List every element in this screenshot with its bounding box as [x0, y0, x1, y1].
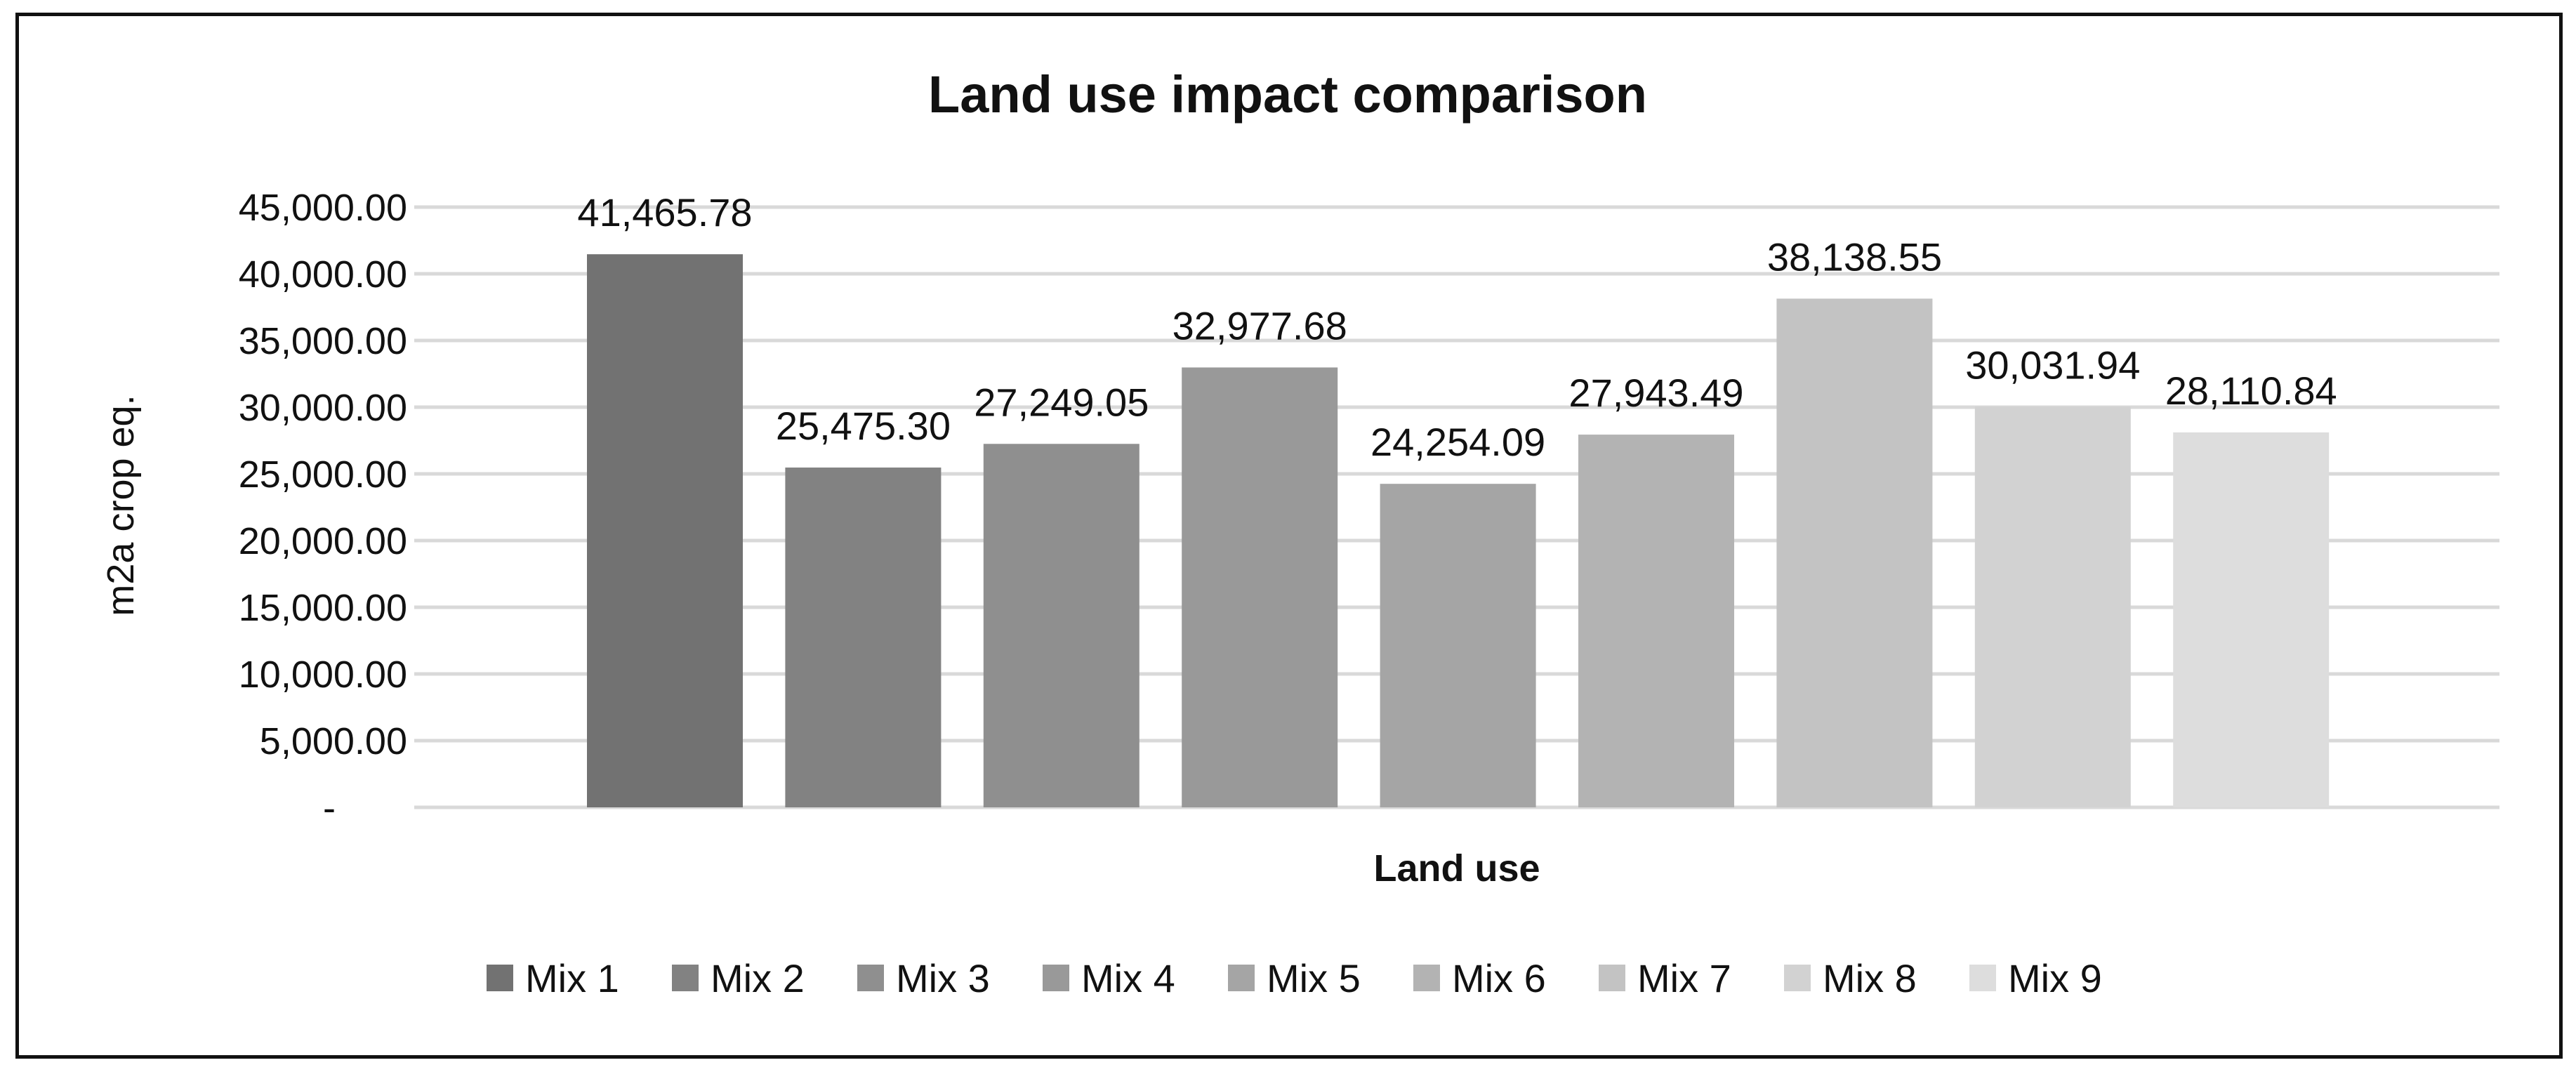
y-tick-label: 20,000.00: [239, 520, 407, 562]
y-tick-label: 10,000.00: [239, 654, 407, 696]
bar-mix-7: [1776, 298, 1933, 807]
data-label: 38,138.55: [1767, 234, 1942, 279]
bar-mix-5: [1380, 484, 1536, 807]
y-tick-label: 40,000.00: [239, 253, 407, 296]
x-axis-label: Land use: [1373, 847, 1540, 889]
data-label: 24,254.09: [1370, 420, 1545, 464]
legend: Mix 1 Mix 2 Mix 3 Mix 4 Mix 5 Mix 6 Mix 7 Mix 8…: [487, 956, 2102, 1000]
legend-item: Mix 1: [487, 956, 619, 1000]
bar-mix-8: [1974, 406, 2131, 807]
y-tick-label: 25,000.00: [239, 454, 407, 496]
legend-item: Mix 5: [1228, 956, 1361, 1000]
legend-swatch: [857, 965, 884, 991]
bar-mix-6: [1578, 435, 1734, 807]
legend-label: Mix 3: [896, 956, 990, 1000]
y-tick-label: 15,000.00: [239, 587, 407, 629]
data-label: 30,031.94: [1965, 343, 2140, 387]
legend-label: Mix 2: [711, 956, 805, 1000]
legend-label: Mix 1: [525, 956, 619, 1000]
data-label: 25,475.30: [776, 404, 951, 448]
legend-item: Mix 9: [1969, 956, 2102, 1000]
data-label: 28,110.84: [2165, 369, 2337, 413]
legend-swatch: [1969, 965, 1996, 991]
legend-label: Mix 5: [1267, 956, 1361, 1000]
y-axis-ticks: - 5,000.00 10,000.00 15,000.00 20,000.00 25,0…: [239, 187, 407, 829]
legend-item: Mix 3: [857, 956, 990, 1000]
bar-mix-9: [2173, 432, 2330, 807]
data-label: 41,465.78: [577, 190, 752, 234]
legend-swatch: [487, 965, 513, 991]
legend-swatch: [1043, 965, 1069, 991]
legend-swatch: [1599, 965, 1625, 991]
y-tick-label: 30,000.00: [239, 387, 407, 429]
bars: [587, 254, 2330, 808]
legend-item: Mix 7: [1599, 956, 1731, 1000]
legend-item: Mix 6: [1413, 956, 1546, 1000]
legend-label: Mix 6: [1452, 956, 1546, 1000]
legend-item: Mix 8: [1784, 956, 1917, 1000]
legend-label: Mix 4: [1081, 956, 1175, 1000]
y-tick-label: 45,000.00: [239, 187, 407, 229]
data-label: 27,943.49: [1568, 371, 1743, 415]
legend-swatch: [672, 965, 699, 991]
data-label: 32,977.68: [1173, 303, 1347, 348]
gridlines: [414, 205, 2499, 809]
legend-swatch: [1413, 965, 1440, 991]
data-label: 27,249.05: [974, 380, 1149, 424]
legend-label: Mix 7: [1637, 956, 1731, 1000]
legend-item: Mix 2: [672, 956, 805, 1000]
legend-item: Mix 4: [1043, 956, 1175, 1000]
data-labels: 41,465.78 25,475.30 27,249.05 32,977.68 24,2…: [577, 190, 2337, 464]
y-tick-label: 35,000.00: [239, 320, 407, 362]
bar-mix-3: [983, 444, 1140, 807]
legend-label: Mix 9: [2008, 956, 2102, 1000]
y-tick-label: -: [323, 787, 336, 829]
legend-swatch: [1228, 965, 1255, 991]
bar-mix-1: [587, 254, 743, 808]
y-tick-label: 5,000.00: [260, 720, 407, 762]
y-axis-label: m2a crop eq.: [100, 395, 142, 616]
legend-swatch: [1784, 965, 1811, 991]
bar-mix-4: [1182, 367, 1338, 807]
bar-mix-2: [785, 467, 942, 807]
legend-label: Mix 8: [1823, 956, 1917, 1000]
chart-title: Land use impact comparison: [928, 65, 1647, 124]
